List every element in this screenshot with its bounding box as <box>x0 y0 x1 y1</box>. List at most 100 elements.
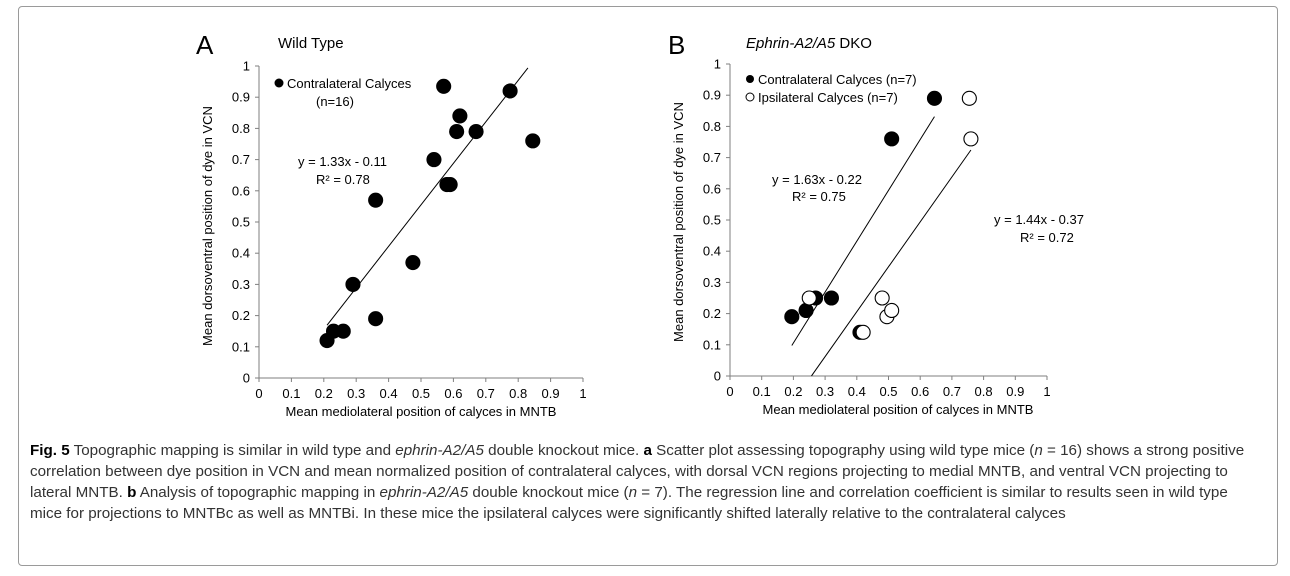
data-point-filled <box>368 311 384 327</box>
data-point-open <box>855 324 871 340</box>
y-tick-label: 0.6 <box>232 183 250 198</box>
figure-frame <box>18 6 1278 566</box>
legend-label-contralateral: Contralateral Calyces <box>287 76 412 91</box>
y-axis-label: Mean dorsoventral position of dye in VCN <box>200 106 215 346</box>
caption-italic-text: n <box>1034 442 1043 459</box>
data-point-filled <box>784 309 800 325</box>
y-tick-label: 0.3 <box>703 275 721 290</box>
y-tick-label: 0.8 <box>703 119 721 134</box>
x-tick-label: 0.6 <box>911 384 929 399</box>
r-squared: R² = 0.78 <box>316 172 370 187</box>
y-tick-label: 0.1 <box>703 337 721 352</box>
panel-b: B Ephrin-A2/A5 DKO Contralateral Calyces… <box>668 30 1084 417</box>
x-tick-label: 1 <box>579 386 586 401</box>
x-tick-label: 0.5 <box>879 384 897 399</box>
x-tick-label: 0 <box>726 384 733 399</box>
y-tick-label: 0 <box>714 369 721 384</box>
x-tick-label: 0.9 <box>542 386 560 401</box>
caption-text: double knockout mice. <box>483 442 644 459</box>
caption-panel-letter: b <box>127 484 137 501</box>
data-point-filled <box>368 192 384 208</box>
regression-equation-ipsi: y = 1.44x - 0.37 <box>994 212 1084 227</box>
x-tick-label: 0 <box>255 386 262 401</box>
x-tick-label: 0.2 <box>784 384 802 399</box>
data-point-filled <box>335 323 351 339</box>
y-tick-label: 0.2 <box>232 308 250 323</box>
data-point-open <box>874 290 890 306</box>
regression-equation: y = 1.33x - 0.11 <box>298 154 387 169</box>
data-point-filled <box>442 177 458 193</box>
caption-italic-text: n <box>628 484 638 501</box>
caption-panel-letter: a <box>643 442 652 459</box>
legend-label-ipsilateral: Ipsilateral Calyces (n=7) <box>758 90 898 105</box>
x-tick-label: 0.4 <box>848 384 866 399</box>
data-point-open <box>961 90 977 106</box>
x-tick-label: 0.8 <box>509 386 527 401</box>
regression-line <box>811 149 972 377</box>
r-squared-ipsi: R² = 0.72 <box>1020 230 1074 245</box>
caption-text: Analysis of topographic mapping in <box>136 484 380 501</box>
panel-b-title: Ephrin-A2/A5 DKO <box>746 35 872 52</box>
data-point-filled <box>426 152 442 168</box>
caption-italic-text: ephrin-A2/A5 <box>395 442 484 459</box>
panel-b-legend: Contralateral Calyces (n=7) Ipsilateral … <box>745 72 917 105</box>
caption-figure-label: Fig. 5 <box>30 442 70 459</box>
y-tick-label: 0.6 <box>703 181 721 196</box>
legend-filled-marker-icon <box>746 75 754 83</box>
data-point-filled <box>525 133 541 149</box>
panel-a-letter: A <box>196 30 214 60</box>
y-tick-label: 0.4 <box>703 244 721 259</box>
r-squared-contra: R² = 0.75 <box>792 189 846 204</box>
data-point-filled <box>926 90 943 106</box>
x-tick-label: 0.7 <box>477 386 495 401</box>
x-tick-label: 0.8 <box>975 384 993 399</box>
x-tick-label: 0.9 <box>1006 384 1024 399</box>
y-tick-label: 0.4 <box>232 246 250 261</box>
y-tick-label: 0.7 <box>232 152 250 167</box>
data-point-filled <box>502 83 518 99</box>
data-point-filled <box>468 123 484 140</box>
x-tick-label: 0.2 <box>315 386 333 401</box>
caption-text: Topographic mapping is similar in wild t… <box>69 442 396 459</box>
figure-caption: Fig. 5 Topographic mapping is similar in… <box>30 440 1255 524</box>
x-tick-label: 0.7 <box>943 384 961 399</box>
data-point-open <box>884 302 900 319</box>
regression-equation-contra: y = 1.63x - 0.22 <box>772 172 862 187</box>
x-tick-label: 0.4 <box>380 386 398 401</box>
y-tick-label: 0.7 <box>703 150 721 165</box>
x-tick-label: 1 <box>1043 384 1050 399</box>
data-point-filled <box>884 131 900 147</box>
regression-line <box>326 67 529 326</box>
caption-italic-text: ephrin-A2/A5 <box>379 484 469 501</box>
caption-text: Scatter plot assessing topography using … <box>651 442 1035 459</box>
y-tick-label: 0.2 <box>703 306 721 321</box>
x-tick-label: 0.3 <box>816 384 834 399</box>
y-tick-label: 0.5 <box>703 213 721 228</box>
x-tick-label: 0.1 <box>282 386 300 401</box>
y-tick-label: 0.9 <box>703 88 721 103</box>
regression-line <box>791 116 935 346</box>
y-tick-label: 1 <box>243 59 250 74</box>
legend-label-contralateral: Contralateral Calyces (n=7) <box>758 72 917 87</box>
x-tick-label: 0.6 <box>444 386 462 401</box>
y-tick-label: 1 <box>714 57 721 72</box>
panel-a: A Wild Type Contralateral Calyces (n=16)… <box>196 30 587 419</box>
data-point-open <box>963 131 979 147</box>
y-tick-label: 0.9 <box>232 90 250 105</box>
y-axis-label: Mean dorsoventral position of dye in VCN <box>671 102 686 342</box>
legend-open-marker-icon <box>745 92 755 102</box>
data-point-filled <box>436 78 452 94</box>
y-tick-label: 0.8 <box>232 121 250 136</box>
data-point-filled <box>798 302 814 319</box>
panel-a-title: Wild Type <box>278 35 344 52</box>
caption-text: = 7). The regression line and correlatio… <box>30 484 1228 522</box>
x-tick-label: 0.3 <box>347 386 365 401</box>
y-tick-label: 0.3 <box>232 277 250 292</box>
data-point-filled <box>345 276 361 292</box>
data-point-filled <box>405 255 421 271</box>
legend-filled-marker-icon <box>274 78 284 88</box>
x-tick-label: 0.5 <box>412 386 430 401</box>
panel-a-legend: Contralateral Calyces (n=16) <box>274 76 412 109</box>
y-tick-label: 0.5 <box>232 215 250 230</box>
